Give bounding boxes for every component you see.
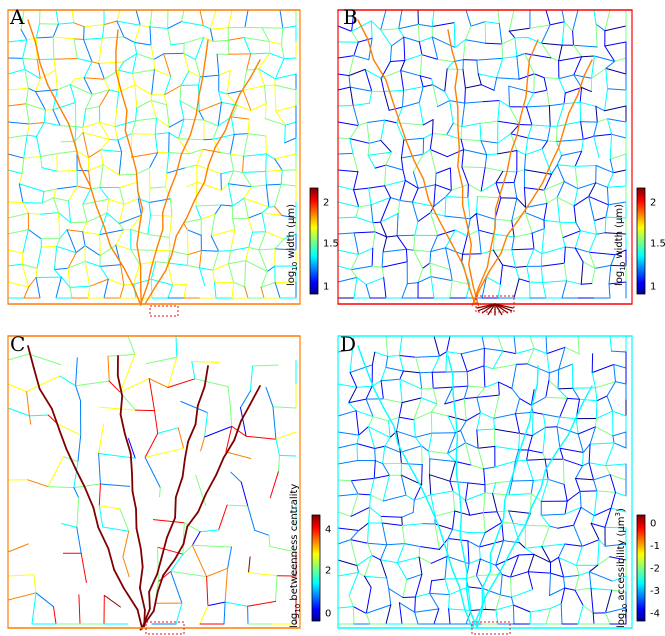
colorbar-tick-a: 1.5 (323, 239, 339, 250)
colorbar-tick-a: 2 (323, 198, 329, 209)
colorbar-tick-d: -2 (650, 564, 660, 575)
source-marker-a (149, 305, 179, 317)
panel-d: D 0 -1 -2 -3 -4 log10 accessibility (μm3) (337, 332, 660, 635)
colorbar-tick-c: 2 (325, 566, 331, 577)
colorbar-c: 4 2 0 log10 betweenness centrality (289, 484, 331, 628)
source-marker-d (471, 621, 511, 635)
colorbar-tick-b: 2 (650, 198, 656, 209)
colorbar-ticks-c: 4 2 0 (325, 525, 331, 620)
colorbar-tick-b: 1.5 (650, 239, 665, 250)
colorbar-ticks-d: 0 -1 -2 -3 -4 (650, 519, 660, 620)
colorbar-tick-c: 4 (325, 525, 331, 536)
colorbar-label-d: log10 accessibility (μm3) (614, 508, 629, 628)
colorbar-d: 0 -1 -2 -3 -4 log10 accessibility (μm3) (614, 508, 660, 628)
colorbar-a: 21.51 log10 width (μm) (286, 187, 339, 295)
colorbar-tick-d: -1 (650, 541, 660, 552)
network-b (337, 9, 633, 316)
colorbar-label-c: log10 betweenness centrality (289, 484, 302, 628)
panel-b: B 21.51 log10 width (μm) (337, 5, 665, 316)
colorbar-tick-b: 1 (650, 282, 656, 293)
colorbar-gradient-b (636, 187, 646, 295)
panel-a: A 21.51 log10 width (μm) (7, 5, 339, 317)
network-c (7, 335, 301, 631)
source-marker-c (145, 621, 185, 635)
colorbar-b: 21.51 log10 width (μm) (614, 187, 665, 295)
panel-letter-c: C (10, 332, 25, 356)
colorbar-tick-d: 0 (650, 519, 656, 530)
panel-c: C 4 2 0 log10 betweenness centrality (7, 332, 331, 635)
colorbar-gradient-d (636, 514, 646, 622)
network-d (337, 335, 633, 629)
colorbar-label-b: log10 width (μm) (614, 204, 627, 286)
colorbar-tick-d: -4 (650, 609, 660, 620)
network-a (7, 9, 301, 306)
source-marker-b (475, 295, 515, 313)
colorbar-tick-a: 1 (323, 282, 329, 293)
panel-letter-d: D (340, 332, 356, 356)
panel-letter-b: B (343, 5, 358, 29)
colorbar-ticks-a: 21.51 (323, 198, 339, 293)
colorbar-tick-c: 0 (325, 609, 331, 620)
colorbar-ticks-b: 21.51 (650, 198, 665, 293)
colorbar-label-a: log10 width (μm) (286, 204, 299, 286)
colorbar-gradient-c (311, 514, 321, 622)
colorbar-gradient-a (309, 187, 319, 295)
panel-letter-a: A (9, 5, 25, 29)
colorbar-tick-d: -3 (650, 586, 660, 597)
